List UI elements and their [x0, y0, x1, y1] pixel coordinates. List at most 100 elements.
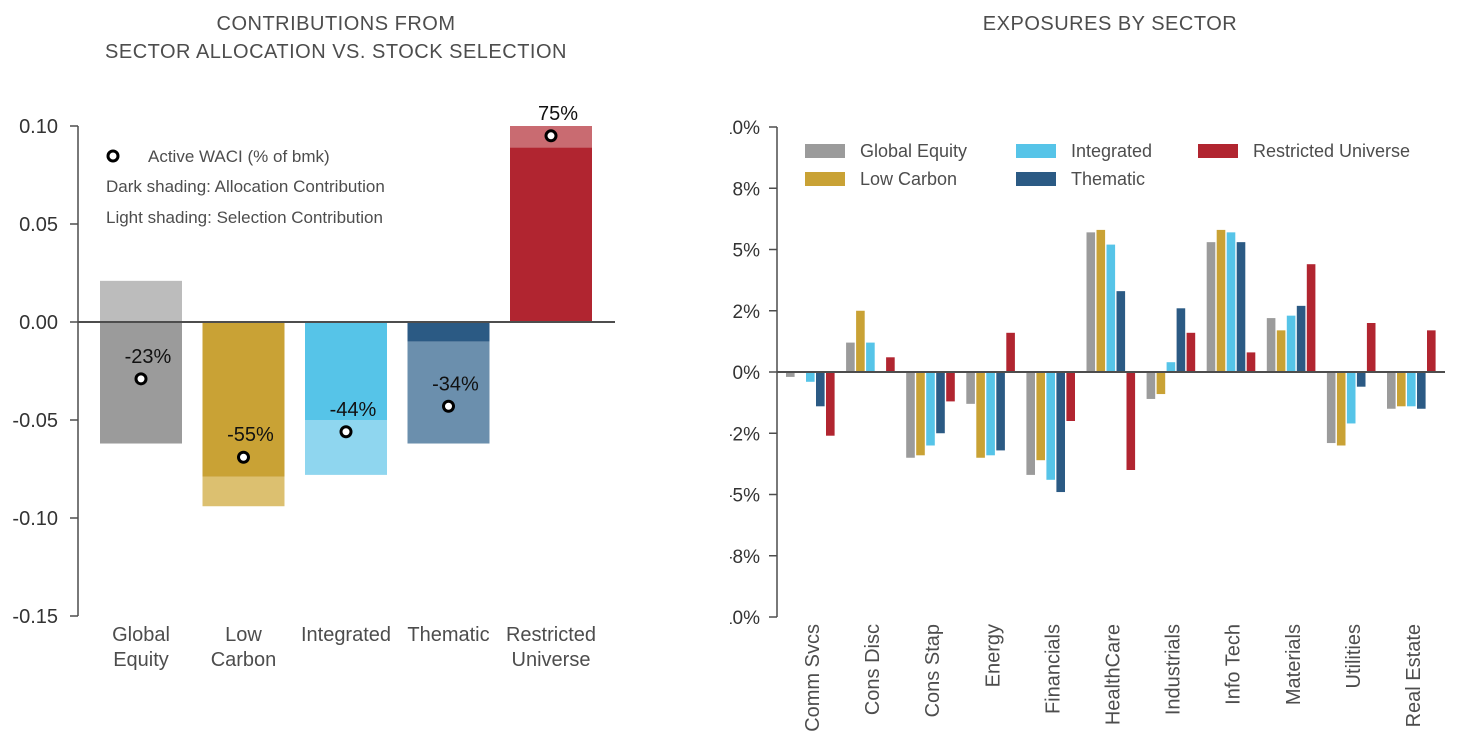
dark-shading-note: Dark shading: Allocation Contribution — [106, 177, 385, 196]
bar-industrials-thematic — [1176, 308, 1186, 372]
bar-industrials-restricted-universe — [1186, 332, 1196, 372]
x-category-label-line: Low — [225, 624, 262, 646]
bar-utilities-low-carbon — [1336, 372, 1346, 446]
bar-global-equity-selection-segment-0 — [100, 280, 182, 322]
bar-real-estate-global-equity — [1387, 372, 1396, 409]
x-sector-label-real-estate: Real Estate — [1403, 624, 1425, 727]
x-sector-label-cons-stap: Cons Stap — [922, 624, 944, 717]
contributions-legend: Active WACI (% of bmk) Dark shading: All… — [106, 147, 385, 227]
bar-real-estate-low-carbon — [1397, 372, 1406, 407]
exposures-legend: Global Equity Low Carbon Integrated Themati… — [805, 141, 1410, 189]
bar-info-tech-global-equity — [1206, 242, 1216, 372]
waci-marker-thematic — [442, 399, 455, 413]
bar-comm-svcs-global-equity — [786, 372, 795, 377]
bar-cons-disc-integrated — [866, 342, 875, 372]
x-sector-label-info-tech: Info Tech — [1223, 624, 1245, 705]
bar-comm-svcs-thematic — [816, 372, 825, 407]
x-sector-label-financials: Financials — [1042, 624, 1064, 714]
bar-cons-stap-thematic — [936, 372, 945, 434]
bar-cons-stap-low-carbon — [916, 372, 925, 456]
contributions-title-line-2: SECTOR ALLOCATION VS. STOCK SELECTION — [105, 41, 567, 63]
bar-cons-disc-restricted-universe — [886, 357, 895, 372]
bar-integrated-allocation-segment-0 — [305, 322, 387, 420]
exposures-chart-title: EXPOSURES BY SECTOR — [982, 13, 1238, 35]
bar-cons-disc-global-equity — [846, 342, 855, 372]
contributions-chart: 0.10 0.05 0.00 -0.05 -0.10 -0.15 -23% -55% -44% -… — [12, 103, 615, 671]
exposures-y-tick-label: -2% — [730, 424, 760, 445]
bar-financials-global-equity — [1026, 372, 1035, 475]
bar-energy-restricted-universe — [1006, 332, 1015, 372]
x-category-label-line: Thematic — [407, 624, 489, 646]
bar-cons-stap-global-equity — [906, 372, 915, 458]
contributions-y-tick-label: -0.10 — [12, 508, 58, 530]
waci-marker-integrated — [339, 425, 353, 439]
contributions-chart-title: CONTRIBUTIONS FROM SECTOR ALLOCATION VS.… — [36, 10, 636, 66]
exposures-y-tick-label: 10% — [730, 118, 760, 139]
bar-materials-restricted-universe — [1306, 264, 1316, 372]
contributions-bars — [100, 126, 592, 507]
bar-materials-integrated — [1286, 315, 1296, 372]
x-category-label-line: Global — [112, 624, 170, 646]
bar-materials-thematic — [1296, 305, 1306, 372]
x-category-label-thematic: Thematic — [407, 624, 489, 646]
legend-swatch-integrated — [1016, 144, 1056, 158]
exposures-y-tick-label: 8% — [733, 179, 761, 200]
exposures-y-tick-label: -5% — [730, 486, 760, 507]
bar-info-tech-restricted-universe — [1246, 352, 1256, 372]
bar-cons-stap-restricted-universe — [946, 372, 955, 402]
contributions-y-tick-label: 0.10 — [19, 116, 58, 138]
x-category-label-line: Universe — [512, 649, 591, 671]
contributions-title-line-1: CONTRIBUTIONS FROM — [216, 13, 456, 35]
waci-marker-low-carbon — [237, 450, 250, 464]
legend-label-restricted-universe: Restricted Universe — [1253, 141, 1410, 161]
contributions-y-tick-label: 0.05 — [19, 214, 58, 236]
exposures-chart: Global Equity Low Carbon Integrated Themati… — [730, 118, 1445, 732]
bar-healthcare-global-equity — [1086, 232, 1096, 372]
bar-utilities-global-equity — [1326, 372, 1336, 444]
x-category-label-line: Integrated — [301, 624, 391, 646]
exposures-bars — [786, 229, 1436, 493]
legend-swatch-low-carbon — [805, 172, 845, 186]
waci-label-thematic: -34% — [432, 373, 479, 395]
x-category-label-integrated: Integrated — [301, 624, 391, 646]
waci-label-global-equity: -23% — [125, 346, 172, 368]
bar-energy-thematic — [996, 372, 1005, 451]
bar-low-carbon-selection-segment-1 — [202, 476, 285, 507]
bar-restricted-universe-allocation-segment-0 — [510, 147, 592, 322]
contributions-y-tick-label: -0.15 — [12, 606, 58, 628]
legend-swatch-restricted-universe — [1198, 144, 1238, 158]
bar-energy-integrated — [986, 372, 995, 456]
x-sector-label-comm-svcs: Comm Svcs — [802, 624, 824, 732]
bar-energy-low-carbon — [976, 372, 985, 458]
bar-utilities-integrated — [1346, 372, 1356, 424]
exposures-y-tick-label: 5% — [733, 241, 761, 262]
x-category-label-line: Equity — [113, 649, 169, 671]
bar-real-estate-thematic — [1417, 372, 1426, 409]
contributions-y-tick-label: -0.05 — [12, 410, 58, 432]
legend-label-low-carbon: Low Carbon — [860, 169, 957, 189]
bar-energy-global-equity — [966, 372, 975, 404]
waci-label-integrated: -44% — [330, 399, 377, 421]
x-sector-label-energy: Energy — [982, 624, 1004, 687]
legend-swatch-thematic — [1016, 172, 1056, 186]
bar-thematic-allocation-segment-0 — [407, 322, 490, 342]
waci-marker-global-equity — [134, 372, 148, 386]
bar-healthcare-integrated — [1106, 244, 1116, 372]
bar-thematic-selection-segment-1 — [407, 341, 490, 444]
legend-label-thematic: Thematic — [1071, 169, 1145, 189]
bar-real-estate-restricted-universe — [1427, 330, 1436, 372]
legend-label-integrated: Integrated — [1071, 141, 1152, 161]
bar-real-estate-integrated — [1407, 372, 1416, 407]
bar-info-tech-integrated — [1226, 232, 1236, 372]
bar-industrials-low-carbon — [1156, 372, 1166, 395]
bar-materials-low-carbon — [1276, 330, 1286, 372]
bar-utilities-restricted-universe — [1366, 323, 1376, 372]
x-category-label-line: Restricted — [506, 624, 596, 646]
bar-comm-svcs-restricted-universe — [826, 372, 835, 436]
bar-financials-low-carbon — [1036, 372, 1045, 461]
x-category-label-line: Carbon — [211, 649, 277, 671]
x-category-label-restricted-universe: Restricted Universe — [506, 624, 596, 671]
waci-legend-label: Active WACI (% of bmk) — [148, 147, 330, 166]
x-sector-label-industrials: Industrials — [1163, 624, 1185, 715]
x-sector-label-cons-disc: Cons Disc — [862, 624, 884, 715]
